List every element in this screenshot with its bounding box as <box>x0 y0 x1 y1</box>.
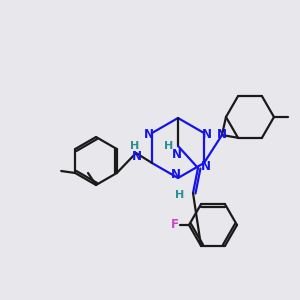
Text: N: N <box>217 128 227 142</box>
Text: H: H <box>130 141 140 151</box>
Text: N: N <box>172 148 182 160</box>
Text: F: F <box>171 218 179 232</box>
Text: N: N <box>144 128 154 142</box>
Text: N: N <box>202 128 212 142</box>
Text: N: N <box>132 149 142 163</box>
Text: N: N <box>171 167 181 181</box>
Text: H: H <box>176 190 184 200</box>
Text: H: H <box>164 141 174 151</box>
Text: N: N <box>201 160 211 172</box>
